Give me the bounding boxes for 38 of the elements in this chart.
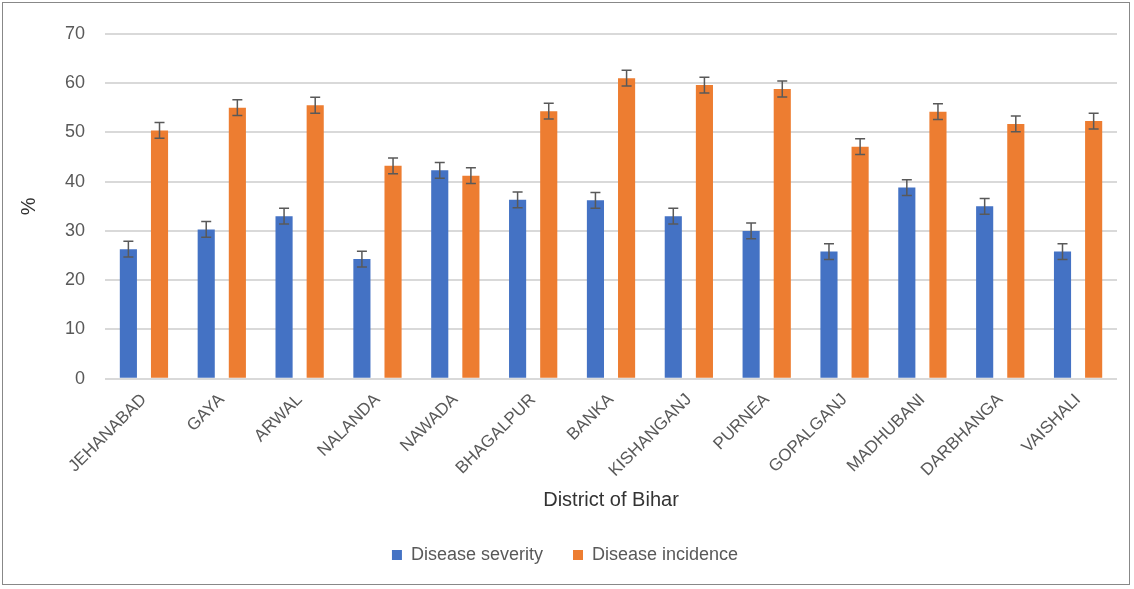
y-tick-label: 40 [64,170,86,191]
bar [462,175,480,378]
y-tick-label: 50 [64,121,86,142]
bar [197,229,215,378]
bar [618,78,636,378]
bar [509,199,527,378]
bar [898,187,916,378]
x-axis-title: District of Bihar [543,487,680,510]
bar [275,216,293,378]
y-tick-label: 60 [64,72,86,93]
bar [742,230,760,378]
bar [150,130,169,378]
bar [540,111,558,378]
y-tick-label: 30 [64,219,86,240]
bar [664,216,682,378]
bar [929,111,947,378]
bar [851,146,869,378]
bar [228,107,246,378]
legend-label: Disease incidence [591,543,739,564]
y-axis-title: % [16,197,39,216]
bar [773,88,791,378]
bar [586,200,605,378]
y-tick-label: 10 [64,318,86,339]
y-tick-label: 20 [64,269,86,290]
bar [353,259,371,378]
legend-label: Disease severity [410,543,543,564]
bar [1053,251,1072,378]
y-tick-label: 70 [64,22,86,43]
bar [306,105,324,378]
bar [976,206,994,378]
bar [1085,121,1103,378]
bar [431,170,449,378]
bar [1007,123,1025,378]
y-tick-label: 0 [75,367,86,388]
bar [820,251,838,378]
bar [119,249,137,378]
bar [384,165,402,378]
bar [695,85,713,378]
